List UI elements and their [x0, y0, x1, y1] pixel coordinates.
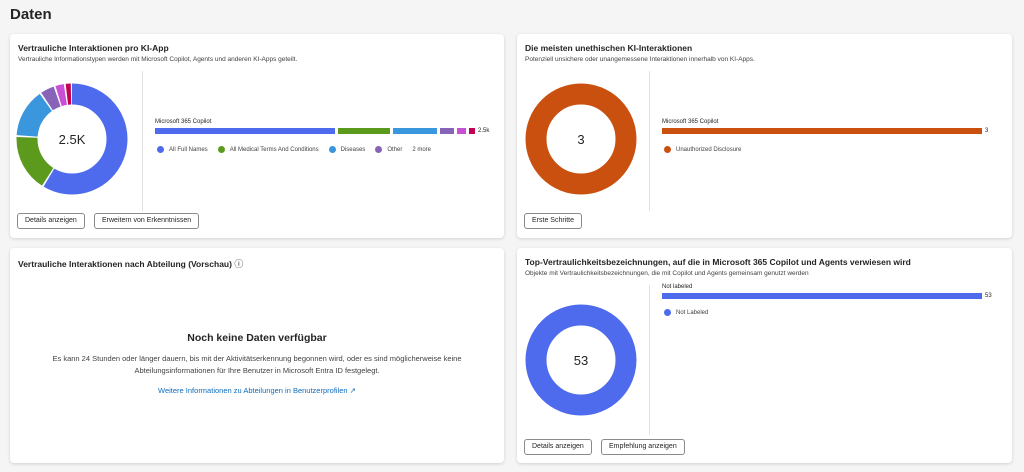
learn-more-link[interactable]: Weitere Informationen zu Abteilungen in … — [158, 386, 356, 395]
page-title: Daten — [10, 6, 52, 23]
external-link-icon: ↗ — [349, 386, 356, 395]
bar-segment[interactable] — [155, 128, 335, 134]
card-title: Top-Vertraulichkeitsbezeichnungen, auf d… — [525, 257, 911, 267]
bar-segment[interactable] — [392, 128, 437, 134]
card-subtitle: Objekte mit Vertraulichkeitsbezeichnunge… — [525, 270, 809, 277]
bar-label: Microsoft 365 Copilot — [155, 119, 212, 125]
donut-center-value: 2.5K — [59, 132, 86, 147]
empty-state-text: Es kann 24 Stunden oder länger dauern, b… — [52, 354, 462, 363]
card-top-sensitivity-labels: Top-Vertraulichkeitsbezeichnungen, auf d… — [517, 248, 1012, 463]
details-button[interactable]: Details anzeigen — [524, 439, 592, 455]
legend-item[interactable]: Unauthorized Disclosure — [664, 146, 741, 153]
donut-segment[interactable] — [16, 83, 128, 195]
stacked-bar — [662, 128, 982, 134]
bar-segment[interactable] — [337, 128, 390, 134]
bar-segment[interactable] — [662, 128, 982, 134]
card-title: Die meisten unethischen KI-Interaktionen — [525, 43, 693, 53]
bar-value: 53 — [985, 293, 992, 299]
expand-insights-button[interactable]: Erweitern von Erkenntnissen — [94, 213, 200, 229]
card-unethical-interactions: Die meisten unethischen KI-Interaktionen… — [517, 34, 1012, 238]
legend-item[interactable]: Diseases — [328, 146, 365, 153]
bar-value: 2.5k — [478, 128, 490, 134]
bar-value: 3 — [985, 128, 989, 134]
card-interactions-by-department: Vertrauliche Interaktionen nach Abteilun… — [10, 248, 504, 463]
legend-item[interactable]: All Medical Terms And Conditions — [217, 146, 319, 153]
empty-state-text: Abteilungsinformationen für Ihre Benutze… — [134, 366, 380, 375]
donut-segment[interactable] — [16, 83, 128, 195]
show-recommendation-button[interactable]: Empfehlung anzeigen — [601, 439, 685, 455]
card-subtitle: Potenziell unsichere oder unangemessene … — [525, 56, 755, 63]
card-sensitive-interactions-per-app: Vertrauliche Interaktionen pro KI-App Ve… — [10, 34, 504, 238]
bar-segment[interactable] — [456, 128, 466, 134]
empty-state-title: Noch keine Daten verfügbar — [187, 332, 327, 344]
card-title: Vertrauliche Interaktionen nach Abteilun… — [18, 259, 244, 269]
donut-segment[interactable] — [525, 304, 637, 416]
legend: Not Labeled — [664, 309, 708, 316]
bar-label: Microsoft 365 Copilot — [662, 119, 719, 125]
legend: Unauthorized Disclosure — [664, 146, 741, 153]
card-title: Vertrauliche Interaktionen pro KI-App — [18, 43, 169, 53]
bar-segment[interactable] — [440, 128, 454, 134]
get-started-button[interactable]: Erste Schritte — [524, 213, 583, 229]
donut-chart: 3 — [525, 83, 637, 195]
stacked-bar — [155, 128, 475, 134]
donut-segment[interactable] — [525, 83, 637, 195]
bar-segment[interactable] — [662, 293, 982, 299]
legend-item[interactable]: Not Labeled — [664, 309, 708, 316]
legend-item[interactable]: All Full Names — [157, 146, 208, 153]
details-button[interactable]: Details anzeigen — [17, 213, 85, 229]
donut-center-value: 53 — [574, 353, 588, 368]
legend: All Full Names All Medical Terms And Con… — [157, 146, 431, 153]
info-icon[interactable]: ⓘ — [234, 259, 244, 269]
bar-segment[interactable] — [468, 128, 475, 134]
card-subtitle: Vertrauliche Informationstypen werden mi… — [18, 56, 298, 63]
bar-label: Not labeled — [662, 284, 693, 290]
donut-center-value: 3 — [577, 132, 584, 147]
legend-more-link[interactable]: 2 more — [412, 146, 432, 153]
donut-chart: 53 — [525, 304, 637, 416]
donut-chart: 2.5K — [16, 83, 128, 195]
stacked-bar — [662, 293, 982, 299]
legend-item[interactable]: Other — [375, 146, 402, 153]
